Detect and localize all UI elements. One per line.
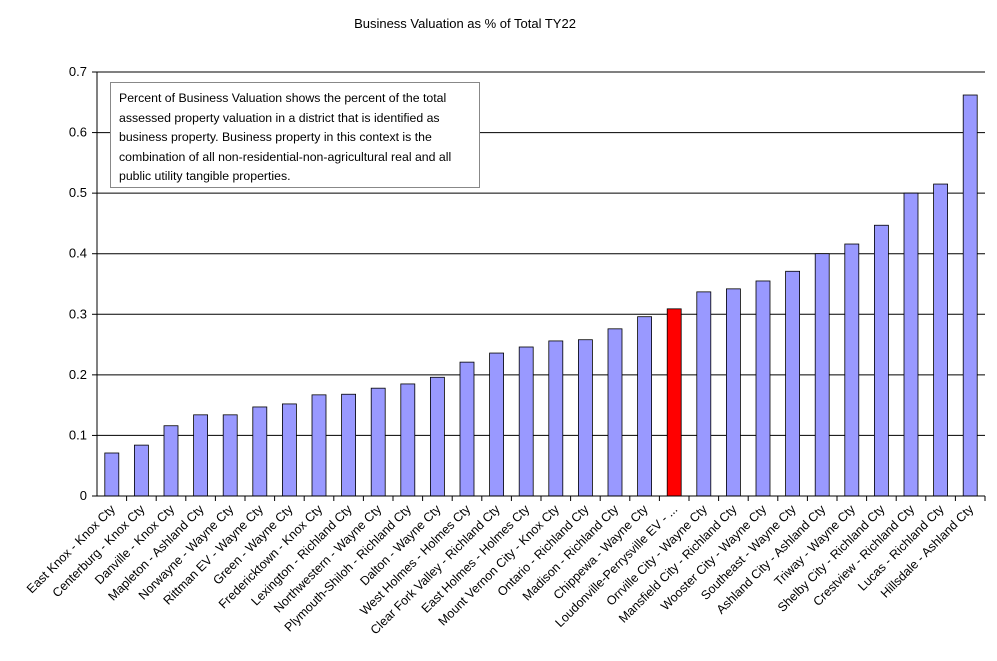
bar xyxy=(785,270,800,497)
bar xyxy=(459,361,475,497)
bar xyxy=(518,346,534,497)
bar xyxy=(548,340,564,497)
bar xyxy=(429,376,445,497)
bar xyxy=(400,383,416,497)
bar xyxy=(489,352,505,497)
y-tick-label: 0.7 xyxy=(69,64,87,79)
bar xyxy=(814,253,830,497)
y-tick-label: 0.3 xyxy=(69,306,87,321)
bar xyxy=(578,339,593,497)
y-tick-label: 0.4 xyxy=(69,246,87,261)
bar xyxy=(193,414,209,497)
y-tick-label: 0.5 xyxy=(69,185,87,200)
bar xyxy=(874,224,889,497)
bar-highlighted xyxy=(666,308,682,497)
bar xyxy=(341,393,357,497)
bar xyxy=(163,425,179,497)
bar xyxy=(281,403,297,497)
gridlines xyxy=(97,71,985,436)
bar xyxy=(696,291,712,497)
bar xyxy=(726,288,741,497)
bar xyxy=(903,192,919,497)
y-axis: 0 0.1 0.2 0.3 0.4 0.5 0.6 0.7 xyxy=(69,64,98,503)
y-tick-label: 0.2 xyxy=(69,367,87,382)
bar xyxy=(637,316,652,497)
bar xyxy=(933,183,948,497)
bar xyxy=(962,94,978,497)
y-tick-label: 0 xyxy=(80,488,87,503)
y-tick-label: 0.6 xyxy=(69,125,87,140)
bar xyxy=(252,406,268,497)
bar xyxy=(844,243,860,497)
bar xyxy=(370,387,386,497)
bar xyxy=(607,328,623,497)
y-tick-label: 0.1 xyxy=(69,427,87,442)
bar xyxy=(104,452,120,497)
annotation-box: Percent of Business Valuation shows the … xyxy=(110,82,480,188)
bar xyxy=(222,414,238,497)
bar xyxy=(311,394,327,497)
bar xyxy=(133,444,149,497)
chart-title: Business Valuation as % of Total TY22 xyxy=(354,16,576,31)
bar xyxy=(755,280,771,497)
